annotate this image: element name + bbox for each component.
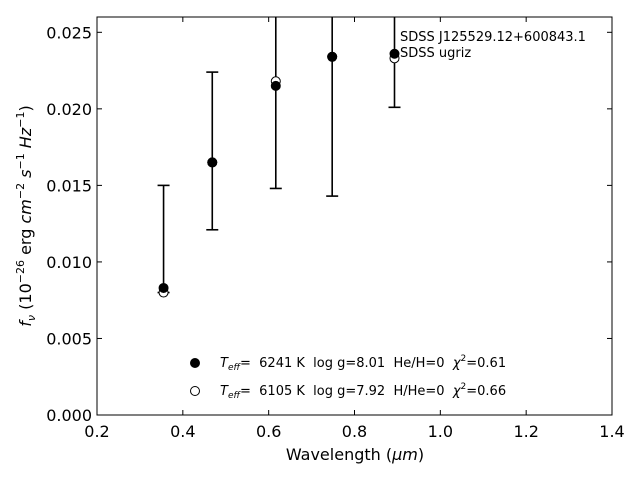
x-tick-label: 0.2: [84, 422, 109, 441]
data-points: [158, 48, 400, 298]
x-tick-label: 1.4: [599, 422, 624, 441]
x-tick-label: 0.4: [170, 422, 195, 441]
model-point-filled: [158, 282, 169, 293]
error-bars: [157, 17, 401, 294]
x-tick-label: 0.6: [256, 422, 281, 441]
legend: Teff= 6241 K log g=8.01 He/H=0 χ2=0.61 T…: [190, 354, 506, 401]
y-tick-label: 0.015: [46, 176, 92, 195]
y-axis-title: fν (10−26 erg cm−2 s−1 Hz−1): [14, 105, 38, 326]
x-axis-title: Wavelength (μm): [286, 445, 424, 464]
x-tick-label: 0.8: [342, 422, 367, 441]
annotation-object-name: SDSS J125529.12+600843.1: [400, 30, 586, 45]
annotation-survey: SDSS ugriz: [400, 46, 471, 61]
model-point-filled: [389, 48, 400, 59]
y-tick-label: 0.000: [46, 406, 92, 425]
x-tick-label: 1.0: [428, 422, 453, 441]
legend-marker-filled: [190, 358, 200, 368]
legend-entry-2: Teff= 6105 K log g=7.92 H/He=0 χ2=0.66: [220, 382, 506, 401]
legend-marker-open: [190, 386, 200, 396]
y-tick-label: 0.005: [46, 329, 92, 348]
y-tick-label: 0.025: [46, 23, 92, 42]
y-tick-label: 0.020: [46, 100, 92, 119]
legend-entry-1: Teff= 6241 K log g=8.01 He/H=0 χ2=0.61: [220, 354, 506, 373]
model-point-filled: [270, 80, 281, 91]
model-point-filled: [327, 51, 338, 62]
axis-ticks: 0.2 0.4 0.6 0.8 1.0 1.2 1.4 0.000 0.005 0.010 0.01…: [46, 17, 625, 441]
y-tick-label: 0.010: [46, 253, 92, 272]
model-point-filled: [207, 157, 218, 168]
x-tick-label: 1.2: [513, 422, 538, 441]
